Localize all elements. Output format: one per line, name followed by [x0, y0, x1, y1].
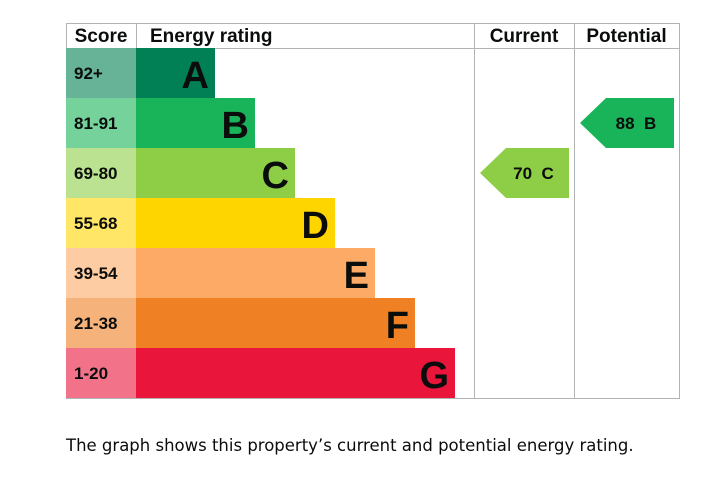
rating-letter-e: E [344, 255, 369, 297]
column-headers: Score Energy rating Current Potential [75, 26, 667, 47]
score-label-a: 92+ [74, 64, 103, 83]
score-cell-d [66, 198, 136, 248]
potential-arrow [580, 98, 674, 148]
rating-letter-c: C [262, 155, 289, 197]
rating-bands: 92+ A 81-91 B 69-80 C 55-68 D 39-54 E 21-38 F 1-20 G [66, 48, 455, 398]
current-rating-label: 70 C [513, 164, 554, 183]
score-cell-c [66, 148, 136, 198]
rating-bar-g [136, 348, 455, 398]
header-potential: Potential [586, 26, 666, 47]
rating-letter-b: B [222, 105, 249, 147]
rating-bar-b [136, 98, 255, 148]
score-label-d: 55-68 [74, 214, 117, 233]
header-current: Current [490, 26, 559, 47]
score-label-b: 81-91 [74, 114, 117, 133]
score-label-e: 39-54 [74, 264, 118, 283]
header-score: Score [75, 26, 128, 47]
rating-letter-a: A [182, 55, 209, 97]
rating-arrows: 70 C 88 B [480, 98, 674, 198]
current-arrow [480, 148, 569, 198]
rating-bar-a [136, 48, 215, 98]
score-cell-e [66, 248, 136, 298]
score-cell-a [66, 48, 136, 98]
score-label-f: 21-38 [74, 314, 117, 333]
rating-letter-f: F [386, 305, 409, 347]
score-cell-f [66, 298, 136, 348]
rating-letter-d: D [302, 205, 329, 247]
score-cell-g [66, 348, 136, 398]
rating-bar-e [136, 248, 375, 298]
rating-bar-c [136, 148, 295, 198]
rating-bar-f [136, 298, 415, 348]
rating-bar-d [136, 198, 335, 248]
header-energy-rating: Energy rating [150, 26, 272, 47]
chart-caption: The graph shows this property’s current … [66, 436, 634, 455]
rating-letter-g: G [419, 355, 449, 397]
score-label-c: 69-80 [74, 164, 117, 183]
energy-rating-chart: 92+ A81-91 B69-80 C55-68 D39-54 E21-38 F1-20 G … [66, 23, 680, 399]
score-label-g: 1-20 [74, 364, 108, 383]
score-cell-b [66, 98, 136, 148]
potential-rating-label: 88 B [616, 114, 657, 133]
